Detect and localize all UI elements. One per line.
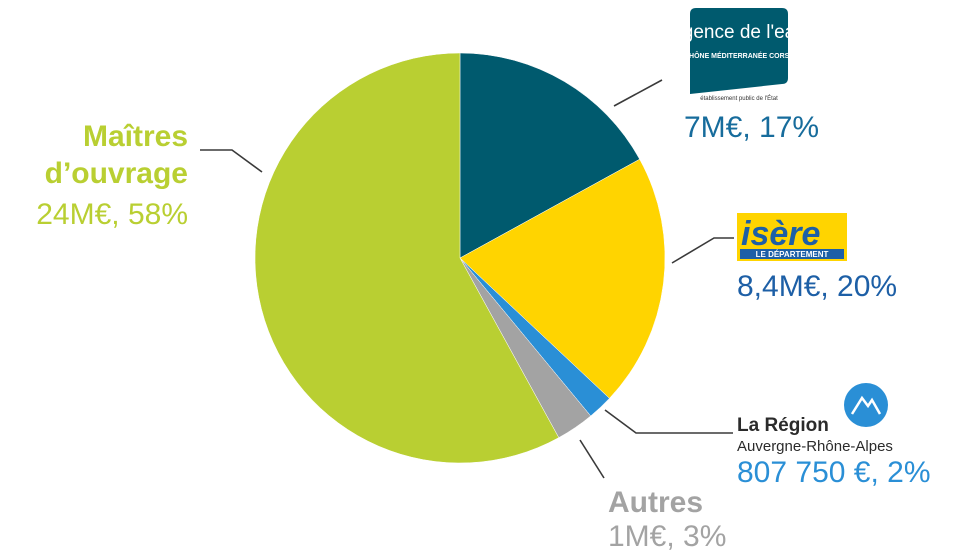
leader-line bbox=[200, 149, 263, 173]
leader-line bbox=[613, 79, 663, 107]
value-label: 1M€, 3% bbox=[608, 520, 726, 551]
isere-logo: isère LE DÉPARTEMENT bbox=[737, 213, 847, 261]
value-label: 807 750 €, 2% bbox=[737, 456, 931, 489]
logo-subtext: Auvergne-Rhône-Alpes bbox=[737, 438, 893, 455]
pie-slice bbox=[459, 52, 640, 259]
leader-lines bbox=[200, 79, 734, 479]
logo-text: isère bbox=[741, 215, 820, 253]
logo-bar bbox=[740, 249, 844, 259]
value-label: 8,4M€, 20% bbox=[737, 270, 897, 303]
region-logo: La Région Auvergne-Rhône-Alpes bbox=[737, 383, 893, 455]
pie-slice bbox=[459, 158, 666, 399]
logo-icon bbox=[850, 395, 882, 415]
leader-line bbox=[604, 409, 733, 434]
logo-subtext: LE DÉPARTEMENT bbox=[756, 250, 829, 259]
agence-logo: agence de l'eau RHÔNE MÉDITERRANÉE CORSE… bbox=[672, 8, 806, 102]
logo-subtext: établissement public de l'État bbox=[700, 95, 778, 102]
category-label: Autres bbox=[608, 486, 703, 519]
pie-slice bbox=[254, 52, 560, 464]
category-label: Maîtres d’ouvrage bbox=[44, 120, 188, 190]
logo-box bbox=[690, 8, 788, 94]
value-label: 24M€, 58% bbox=[36, 198, 188, 231]
logo-subtext: RHÔNE MÉDITERRANÉE CORSE bbox=[684, 51, 794, 60]
logo-text: La Région bbox=[737, 415, 829, 436]
logo-text: agence de l'eau bbox=[672, 22, 806, 43]
leader-line bbox=[579, 439, 605, 479]
leader-line bbox=[671, 237, 734, 264]
value-label: 7M€, 17% bbox=[684, 111, 819, 144]
